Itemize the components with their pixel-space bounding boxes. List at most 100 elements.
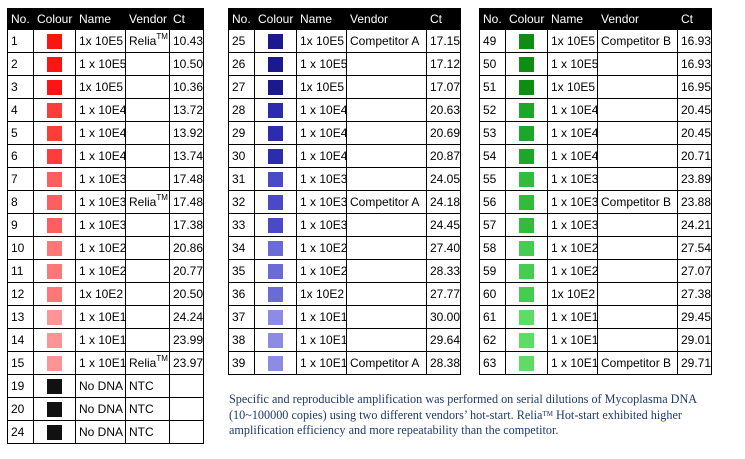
table-row: 7 1 x 10E3 17.48 [7,167,204,191]
cell-ct: 24.24 [169,305,204,329]
cell-colour [254,305,297,329]
cell-vendor [125,167,170,191]
cell-ct: 17.48 [169,167,204,191]
cell-vendor: Competitor A [346,29,427,53]
cell-name: 1 x 10E3 [75,213,126,237]
cell-name: 1 x 10E3 [296,190,347,214]
cell-name: 1 x 10E4 [547,144,598,168]
cell-no: 49 [479,29,506,53]
colour-swatch [47,171,62,187]
cell-ct: 27.38 [677,282,712,306]
cell-vendor [597,167,678,191]
cell-colour [33,420,76,444]
cell-no: 27 [228,75,255,99]
cell-no: 25 [228,29,255,53]
cell-ct: 20.45 [677,98,712,122]
col-header-colour: Colour [254,8,297,30]
cell-name: 1 x 10E1 [296,351,347,375]
cell-name: 1 x 10E4 [296,121,347,145]
cell-ct: 28.33 [426,259,461,283]
cell-no: 50 [479,52,506,76]
cell-name: 1 x 10E3 [75,190,126,214]
cell-no: 13 [7,305,34,329]
colour-swatch [519,217,534,233]
colour-swatch [268,355,283,371]
cell-colour [254,213,297,237]
cell-vendor [125,259,170,283]
results-table-competitor-b: No. Colour Name Vendor Ct 49 1x 10E5 Compe… [479,8,712,375]
cell-ct: 20.71 [677,144,712,168]
cell-vendor: Competitor B [597,29,678,53]
table-row: 19 No DNA NTC [7,374,204,398]
colour-swatch [268,194,283,210]
cell-ct: 23.88 [677,190,712,214]
cell-no: 24 [7,420,34,444]
cell-name: 1 x 10E4 [547,98,598,122]
cell-colour [33,213,76,237]
cell-name: 1 x 10E3 [547,213,598,237]
cell-colour [254,190,297,214]
cell-no: 29 [228,121,255,145]
table-header-row: No. Colour Name Vendor Ct [228,8,461,30]
caption-text: Specific and reproducible amplification … [229,392,697,422]
cell-name: 1 x 10E3 [75,167,126,191]
cell-colour [33,75,76,99]
cell-no: 15 [7,351,34,375]
table-row: 33 1 x 10E3 24.45 [228,213,461,237]
table-row: 51 1x 10E5 16.95 [479,75,712,99]
cell-name: 1x 10E5 [296,75,347,99]
vendor-name: Competitor A [350,356,420,370]
colour-swatch [47,102,62,118]
colour-swatch [519,332,534,348]
table-body: 25 1x 10E5 Competitor A 17.15 26 1 x 10E5 17.1… [228,29,461,375]
cell-name: 1 x 10E4 [75,98,126,122]
colour-swatch [47,33,62,49]
cell-name: 1 x 10E1 [296,328,347,352]
colour-swatch [268,125,283,141]
cell-colour [505,29,548,53]
cell-colour [254,351,297,375]
cell-ct: 13.74 [169,144,204,168]
vendor-name: NTC [129,402,154,416]
cell-vendor [125,144,170,168]
cell-name: 1 x 10E3 [296,213,347,237]
colour-swatch [268,148,283,164]
cell-name: 1 x 10E2 [75,259,126,283]
trademark-mark: TM [156,193,168,202]
colour-swatch [519,309,534,325]
cell-vendor [597,121,678,145]
colour-swatch [268,102,283,118]
cell-colour [505,259,548,283]
table-row: 3 1x 10E5 10.36 [7,75,204,99]
cell-no: 11 [7,259,34,283]
cell-vendor [346,121,427,145]
cell-no: 61 [479,305,506,329]
cell-no: 10 [7,236,34,260]
table-row: 52 1 x 10E4 20.45 [479,98,712,122]
cell-colour [505,52,548,76]
cell-name: 1x 10E5 [75,75,126,99]
cell-vendor [125,75,170,99]
cell-vendor [597,259,678,283]
cell-name: 1 x 10E3 [547,167,598,191]
cell-no: 33 [228,213,255,237]
cell-ct: 27.40 [426,236,461,260]
table-row: 50 1 x 10E5 16.93 [479,52,712,76]
cell-name: 1x 10E2 [547,282,598,306]
cell-no: 1 [7,29,34,53]
table-row: 39 1 x 10E1 Competitor A 28.38 [228,351,461,375]
cell-colour [505,144,548,168]
cell-colour [254,328,297,352]
cell-colour [33,351,76,375]
cell-ct: 23.99 [169,328,204,352]
vendor-name: Relia [129,356,157,370]
cell-ct: 29.71 [677,351,712,375]
colour-swatch [268,309,283,325]
table-row: 9 1 x 10E3 17.38 [7,213,204,237]
cell-ct: 20.86 [169,236,204,260]
cell-colour [505,282,548,306]
cell-colour [505,236,548,260]
cell-no: 14 [7,328,34,352]
cell-ct: 16.93 [677,52,712,76]
cell-name: 1x 10E5 [547,75,598,99]
